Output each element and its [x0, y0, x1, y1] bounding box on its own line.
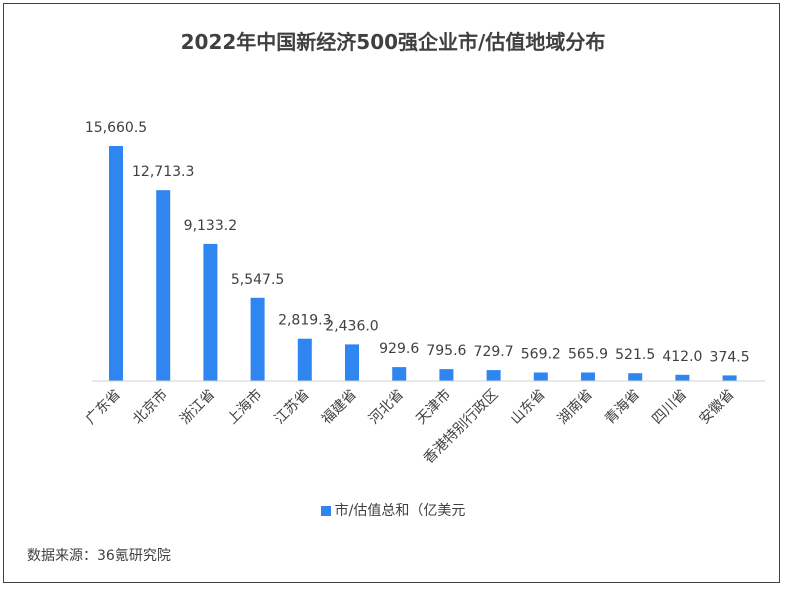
bar-福建省 [345, 344, 359, 381]
category-label: 四川省 [649, 387, 690, 428]
data-labels-group: 15,660.5 12,713.3 9,133.2 5,547.5 2,819.32,4… [85, 120, 750, 365]
data-label: 5,547.5 [231, 272, 284, 288]
category-label: 浙江省 [177, 387, 218, 428]
data-label: 565.9 [568, 347, 608, 363]
data-label: 15,660.5 [85, 120, 147, 136]
bar-北京市 [156, 190, 171, 381]
category-label: 山东省 [508, 387, 549, 428]
bar-上海市 [250, 297, 265, 381]
bar-香港特别行政区 [486, 370, 501, 381]
data-label: 569.2 [521, 347, 561, 363]
legend-swatch [320, 506, 331, 516]
data-label: 2,436.0 [325, 318, 378, 334]
data-label: 2,819.3 [278, 313, 331, 329]
data-label: 12,713.3 [132, 164, 194, 180]
bar-安徽省 [722, 375, 737, 381]
category-label: 上海市 [224, 386, 266, 428]
category-label: 福建省 [319, 387, 360, 428]
chart-frame [3, 3, 780, 583]
data-label: 729.7 [474, 344, 514, 360]
data-label: 412.0 [662, 349, 702, 365]
category-label: 江苏省 [272, 387, 313, 428]
category-label: 安徽省 [696, 387, 737, 428]
bar-四川省 [675, 374, 690, 381]
data-label: 929.6 [379, 341, 419, 357]
bar-江苏省 [297, 338, 312, 381]
bar-浙江省 [203, 243, 218, 381]
bars-group [109, 146, 737, 381]
legend-label: 市/估值总和（亿美元 [334, 503, 466, 519]
data-label: 374.5 [710, 349, 750, 365]
chart-title: 2022年中国新经济500强企业市/估值地域分布 [180, 30, 606, 54]
category-label: 河北省 [366, 387, 407, 428]
category-label: 广东省 [83, 387, 124, 428]
bar-广东省 [109, 146, 123, 381]
bar-青海省 [628, 373, 643, 381]
bar-天津市 [439, 369, 454, 381]
category-label: 北京市 [129, 386, 171, 428]
category-label: 青海省 [602, 387, 643, 428]
bar-河北省 [392, 367, 407, 381]
category-label: 天津市 [413, 386, 455, 428]
bar-湖南省 [581, 372, 595, 381]
bar-山东省 [533, 372, 548, 381]
data-label: 9,133.2 [184, 218, 237, 234]
category-label: 湖南省 [555, 387, 596, 428]
data-label: 795.6 [426, 343, 466, 359]
data-label: 521.5 [615, 347, 655, 363]
source-note: 数据来源：36氪研究院 [27, 548, 171, 564]
legend: 市/估值总和（亿美元 [0, 500, 786, 520]
